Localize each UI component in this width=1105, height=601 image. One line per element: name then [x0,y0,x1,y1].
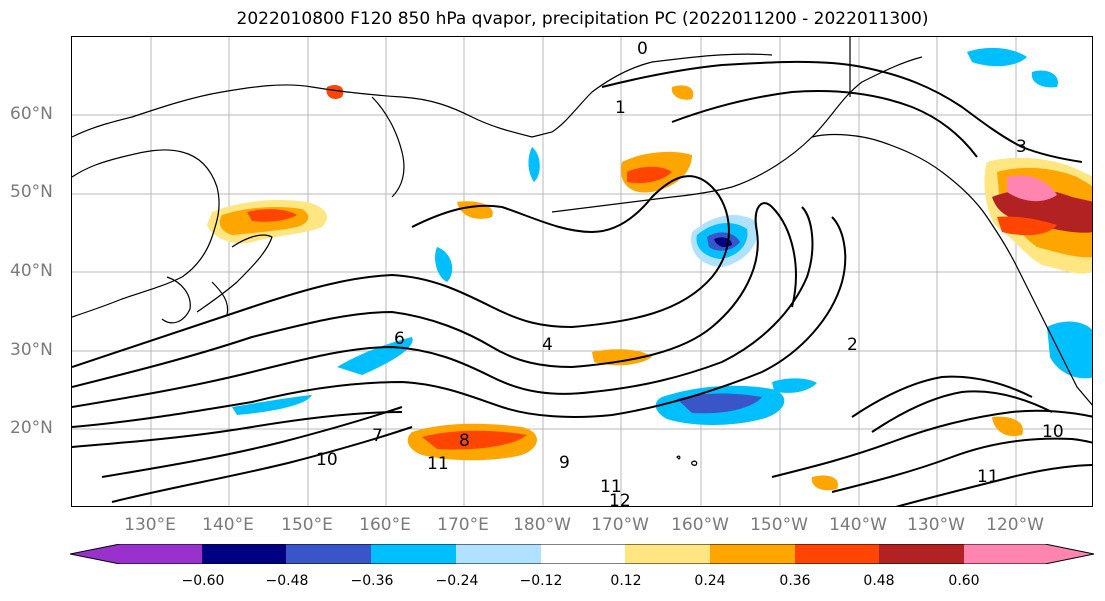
precip-blob-3 [592,349,652,366]
colorbar-tick-9: 0.48 [863,573,895,589]
coastlines [72,37,1092,466]
lon-label-160w: 160°W [671,515,729,535]
colorbar-segment-8 [795,544,879,564]
colorbar-tick-2: −0.48 [265,573,309,589]
precip-alaska-negative-east [1031,70,1058,88]
contour-label-group: 0 1 3 2 4 6 7 8 9 10 11 12 11 10 11 [316,39,1064,507]
colorbar-segment-5 [541,544,625,564]
colorbar-segment-under [70,544,202,564]
precip-blob-4 [435,247,453,282]
lon-label-140w: 140°W [829,515,887,535]
precip-blob-7 [992,416,1023,437]
contour-label-1: 1 [615,98,626,118]
lat-label-60n: 60°N [10,104,53,124]
contour-label-11-south: 11 [600,477,622,497]
map-panel: 0 1 3 2 4 6 7 8 9 10 11 12 11 10 11 [71,36,1093,507]
contour-label-7: 7 [372,426,383,446]
colorbar-tick-3: −0.36 [350,573,394,589]
colorbar-segment-7 [710,544,795,564]
contour-label-12: 12 [609,491,631,507]
colorbar-segment-over [964,544,1094,564]
contour-label-9: 9 [559,453,570,473]
map-canvas: 0 1 3 2 4 6 7 8 9 10 11 12 11 10 11 [72,37,1092,507]
precip-jet-negative-west [232,395,312,415]
precip-blob-6 [528,147,540,182]
precip-shading [207,47,1092,491]
lon-label-120w: 120°W [986,515,1044,535]
colorbar-segment-1 [202,544,286,564]
lat-label-40n: 40°N [10,261,53,281]
contour-label-6: 6 [394,329,405,349]
colorbar-segment-9 [879,544,964,564]
lon-label-150e: 150°E [281,515,333,535]
precip-blob-5 [671,85,694,100]
colorbar-tick-4: −0.24 [435,573,479,589]
lon-label-180w: 180°W [513,515,571,535]
colorbar-segment-6 [625,544,710,564]
precip-blob-8 [811,475,838,491]
lon-label-130e: 130°E [124,515,176,535]
colorbar-segment-4 [456,544,541,564]
colorbar-segment-2 [286,544,371,564]
lat-label-30n: 30°N [10,340,53,360]
lat-label-50n: 50°N [10,182,53,202]
contour-label-10-east: 10 [1042,422,1064,442]
contour-label-11-east: 11 [977,467,999,487]
precip-positive-high [992,189,1092,233]
precip-japan-high [247,209,297,222]
lon-label-130w: 130°W [907,515,965,535]
graticule [72,37,1092,506]
colorbar-tick-7: 0.24 [694,573,726,589]
precip-subtropical-positive-core [422,430,527,450]
precip-positive-strong [997,216,1057,236]
precip-positive-max [1007,175,1057,202]
map-title: 2022010800 F120 850 hPa qvapor, precipit… [236,9,929,29]
precip-central-pacific-core [627,166,672,184]
lon-label-170w: 170°W [591,515,649,535]
colorbar-tick-5: −0.12 [519,573,563,589]
contour-label-8: 8 [459,431,470,451]
contour-label-4: 4 [542,335,553,355]
precip-alaska-negative [967,47,1027,67]
lat-label-20n: 20°N [10,418,53,438]
colorbar-tick-8: 0.36 [779,573,811,589]
colorbar-tick-6: 0.12 [610,573,642,589]
precip-coast-negative [1047,321,1092,379]
lon-label-170e: 170°E [437,515,489,535]
colorbar-tick-10: 0.60 [948,573,980,589]
precip-blob-1 [326,85,344,99]
contour-label-0: 0 [637,39,648,59]
lon-label-150w: 150°W [750,515,808,535]
colorbar-segment-3 [371,544,456,564]
contour-label-3: 3 [1016,137,1027,157]
colorbar [70,544,1095,564]
lon-label-140e: 140°E [202,515,254,535]
contour-label-10: 10 [316,450,338,470]
lon-label-160e: 160°E [359,515,411,535]
colorbar-outline [70,544,1095,564]
precip-subtropical-negative-east [772,378,817,393]
contour-label-2: 2 [847,335,858,355]
contour-label-11: 11 [427,454,449,474]
precip-blob-2 [457,201,493,219]
precip-subtropical-negative-core [677,393,762,414]
qvapor-contours [72,60,1092,506]
colorbar-tick-1: −0.60 [181,573,225,589]
